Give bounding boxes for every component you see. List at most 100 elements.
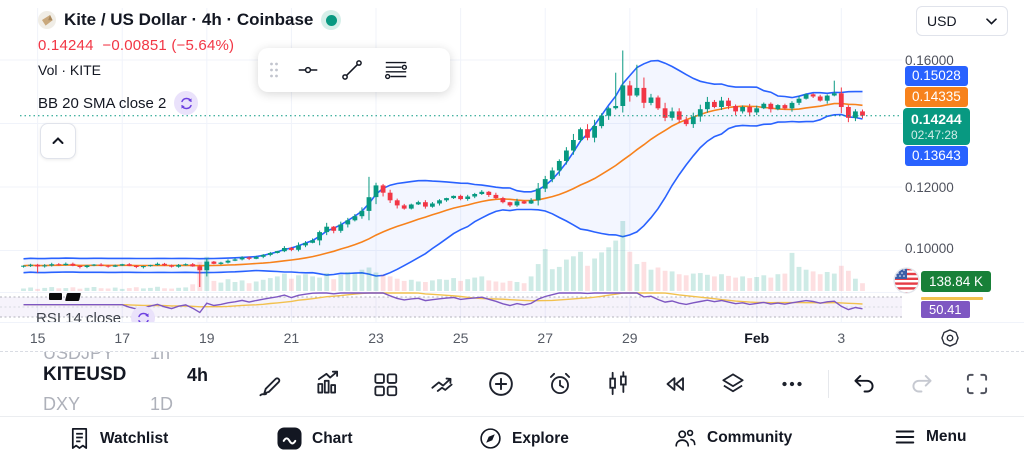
undo-arrow-icon <box>854 375 874 393</box>
chevron-up-icon <box>52 137 64 144</box>
watchlist-row-symbol-active[interactable]: KITEUSD <box>43 364 127 385</box>
nav-menu[interactable]: Menu <box>893 426 966 448</box>
watchlist-icon <box>71 428 88 449</box>
draw-tool-button[interactable] <box>251 365 289 403</box>
price-change-row: 0.14244 −0.00851 (−5.64%) <box>38 37 234 54</box>
more-options-button[interactable] <box>773 365 811 403</box>
axis-level-010: 0.10000 <box>905 241 954 256</box>
time-axis-tick: 17 <box>114 330 131 346</box>
last-price-value: 0.14244 <box>911 111 962 127</box>
toolbar-divider <box>828 370 829 398</box>
price-change-pct-text: (−5.64%) <box>171 37 235 54</box>
hamburger-menu-icon <box>895 430 915 444</box>
redo-arrow-icon <box>912 375 932 393</box>
trend-line-icon <box>342 60 362 80</box>
bollinger-legend-row[interactable]: BB 20 SMA close 2 <box>38 91 199 115</box>
bottom-navigation: Watchlist Chart Explore Community <box>0 416 1024 461</box>
compass-icon <box>480 428 501 449</box>
bb-upper-price-label: 0.15028 <box>905 66 968 86</box>
collapse-panel-button[interactable] <box>40 123 76 159</box>
watchlist-row-symbol[interactable]: USDJPY <box>43 352 115 363</box>
time-axis-tick: 27 <box>537 330 554 346</box>
rewind-icon <box>666 377 684 391</box>
nav-watchlist-label: Watchlist <box>100 429 169 447</box>
undo-button[interactable] <box>845 365 883 403</box>
volume-indicator-legend[interactable]: Vol · KITE <box>38 62 102 78</box>
horizontal-line-tool-button[interactable] <box>292 54 324 86</box>
bar-style-button[interactable] <box>599 365 637 403</box>
drag-handle-icon[interactable] <box>268 60 280 80</box>
currency-dropdown[interactable]: USD <box>916 6 1008 36</box>
nav-menu-label: Menu <box>926 428 967 445</box>
layout-templates-button[interactable] <box>366 365 404 403</box>
object-tree-button[interactable] <box>714 365 752 403</box>
time-axis-tick: Feb <box>744 330 770 346</box>
nav-watchlist[interactable]: Watchlist <box>68 426 168 451</box>
price-change-text: −0.00851 <box>102 37 167 54</box>
time-axis-tick: 3 <box>837 330 846 346</box>
fullscreen-button[interactable] <box>958 365 996 403</box>
time-axis-tick: 23 <box>368 330 384 346</box>
nav-community[interactable]: Community <box>672 426 792 450</box>
people-icon <box>675 429 696 447</box>
symbol-title: Kite / US Dollar · 4h · Coinbase <box>64 10 314 29</box>
redo-button[interactable] <box>903 365 941 403</box>
floating-drawing-toolbar <box>258 48 450 92</box>
indicators-chart-icon <box>317 370 339 394</box>
time-axis-tick: 19 <box>199 330 215 346</box>
chart-icon <box>277 427 302 450</box>
time-axis[interactable]: 15 17 19 21 23 25 27 29 Feb 3 <box>0 322 1024 352</box>
horizontal-rays-icon <box>384 61 408 80</box>
price-chart-canvas[interactable] <box>0 0 1024 352</box>
watchlist-row-timeframe-active: 4h <box>187 365 209 385</box>
layers-icon <box>722 373 744 393</box>
alarm-clock-icon <box>549 372 571 395</box>
axis-settings-button[interactable] <box>936 325 964 351</box>
rsi-ma-value-tick <box>921 297 983 300</box>
bb-lower-price-label: 0.13643 <box>905 146 968 166</box>
grid-layout-icon <box>374 373 398 397</box>
artifact-mark <box>65 293 81 301</box>
chart-toolbar-panel: USDJPY 1h KITEUSD 4h DXY 1D <box>0 352 1024 416</box>
chevron-down-icon <box>986 17 997 25</box>
bollinger-legend-text: BB 20 SMA close 2 <box>38 94 167 112</box>
bb-basis-price-label: 0.14335 <box>905 87 968 107</box>
nav-explore-label: Explore <box>512 429 569 447</box>
bar-countdown: 02:47:28 <box>911 128 958 142</box>
loading-sync-icon <box>174 91 199 115</box>
horizontal-rays-tool-button[interactable] <box>380 54 412 86</box>
time-axis-tick: 21 <box>283 330 300 346</box>
currency-value: USD <box>927 13 957 29</box>
nav-chart-active[interactable]: Chart <box>276 426 352 451</box>
nav-community-label: Community <box>707 429 793 446</box>
double-arrow-icon <box>431 377 453 392</box>
last-price-label: 0.14244 02:47:28 <box>903 108 970 145</box>
axis-level-012: 0.12000 <box>905 180 954 195</box>
artifact-mark <box>49 293 62 300</box>
arrows-tool-button[interactable] <box>423 365 461 403</box>
horizontal-line-icon <box>298 66 318 74</box>
axis-level-016: 0.16000 <box>905 53 954 68</box>
time-axis-tick: 15 <box>29 330 46 346</box>
plus-circle-icon <box>489 372 513 396</box>
trend-line-tool-button[interactable] <box>336 54 368 86</box>
symbol-header[interactable]: Kite / US Dollar · 4h · Coinbase <box>38 10 342 30</box>
indicators-button[interactable] <box>309 365 347 403</box>
watchlist-row-timeframe: 1h <box>150 352 171 363</box>
watchlist-row-symbol[interactable]: DXY <box>43 394 81 414</box>
nav-explore[interactable]: Explore <box>478 426 569 451</box>
gear-icon <box>941 329 959 347</box>
us-flag-icon <box>893 267 920 294</box>
replay-button[interactable] <box>656 365 694 403</box>
add-button[interactable] <box>482 365 520 403</box>
time-axis-tick: 29 <box>622 330 638 346</box>
alert-button[interactable] <box>541 365 579 403</box>
rsi-value-label: 50.41 <box>921 301 970 318</box>
volume-value-label: 138.84 K <box>921 271 992 292</box>
last-price-text: 0.14244 <box>38 37 94 54</box>
market-status-icon <box>321 10 342 30</box>
ellipsis-icon <box>782 381 802 387</box>
time-axis-tick: 25 <box>452 330 469 346</box>
fullscreen-icon <box>966 373 988 395</box>
